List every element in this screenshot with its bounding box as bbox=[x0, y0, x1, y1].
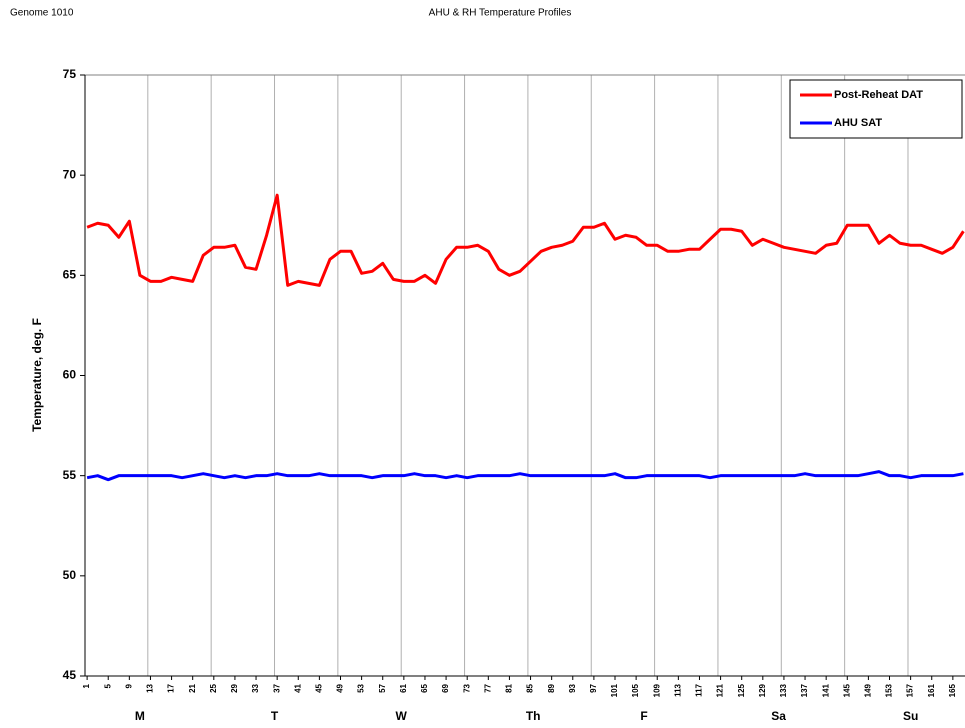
day-label: M bbox=[135, 709, 145, 723]
x-tick-label: 61 bbox=[399, 683, 408, 692]
x-tick-label: 45 bbox=[314, 683, 323, 692]
x-tick-label: 165 bbox=[948, 683, 957, 697]
x-tick-label: 73 bbox=[462, 683, 471, 692]
x-tick-label: 161 bbox=[927, 683, 936, 697]
x-tick-label: 5 bbox=[103, 683, 112, 688]
x-tick-label: 149 bbox=[864, 683, 873, 697]
y-tick-label: 60 bbox=[63, 368, 77, 382]
x-tick-label: 121 bbox=[716, 683, 725, 697]
day-label: Su bbox=[903, 709, 918, 723]
legend-label: Post-Reheat DAT bbox=[834, 89, 923, 101]
x-tick-label: 13 bbox=[146, 683, 155, 692]
y-tick-label: 55 bbox=[63, 468, 77, 482]
y-tick-label: 70 bbox=[63, 167, 77, 181]
x-tick-label: 125 bbox=[737, 683, 746, 697]
day-label: F bbox=[640, 709, 647, 723]
legend-box bbox=[789, 79, 963, 139]
x-tick-label: 33 bbox=[251, 683, 260, 692]
x-tick-label: 9 bbox=[124, 683, 133, 688]
x-tick-label: 69 bbox=[441, 683, 450, 692]
day-label: W bbox=[396, 709, 408, 723]
x-tick-label: 25 bbox=[209, 683, 218, 692]
x-tick-label: 93 bbox=[568, 683, 577, 692]
x-tick-label: 157 bbox=[906, 683, 915, 697]
x-tick-label: 49 bbox=[336, 683, 345, 692]
x-tick-label: 145 bbox=[842, 683, 851, 697]
x-tick-label: 1 bbox=[82, 683, 91, 688]
x-tick-label: 65 bbox=[420, 683, 429, 692]
x-tick-label: 129 bbox=[758, 683, 767, 697]
x-tick-label: 41 bbox=[293, 683, 302, 692]
day-label: T bbox=[271, 709, 279, 723]
x-tick-label: 53 bbox=[357, 683, 366, 692]
header-left: Genome 1010 bbox=[10, 8, 74, 19]
x-tick-label: 89 bbox=[547, 683, 556, 692]
x-tick-label: 77 bbox=[483, 683, 492, 692]
x-tick-label: 109 bbox=[652, 683, 661, 697]
y-tick-label: 50 bbox=[63, 568, 77, 582]
x-tick-label: 113 bbox=[673, 683, 682, 696]
x-tick-label: 105 bbox=[631, 683, 640, 697]
series-line bbox=[86, 470, 964, 482]
x-tick-label: 101 bbox=[610, 683, 619, 697]
day-label: Th bbox=[526, 709, 541, 723]
y-tick-label: 75 bbox=[63, 67, 77, 81]
x-tick-label: 57 bbox=[378, 683, 387, 692]
x-tick-label: 117 bbox=[695, 683, 704, 696]
x-tick-label: 137 bbox=[800, 683, 809, 697]
x-tick-label: 17 bbox=[167, 683, 176, 692]
y-tick-label: 45 bbox=[63, 668, 77, 682]
y-axis-label: Temperature, deg. F bbox=[30, 318, 44, 432]
y-tick-label: 65 bbox=[63, 268, 77, 282]
x-tick-label: 81 bbox=[505, 683, 514, 692]
x-tick-label: 29 bbox=[230, 683, 239, 692]
legend-label: AHU SAT bbox=[834, 117, 882, 129]
x-tick-label: 97 bbox=[589, 683, 598, 692]
x-tick-label: 21 bbox=[188, 683, 197, 692]
x-tick-label: 85 bbox=[526, 683, 535, 692]
x-tick-label: 141 bbox=[821, 683, 830, 697]
day-label: Sa bbox=[771, 709, 786, 723]
x-tick-label: 37 bbox=[272, 683, 281, 692]
x-tick-label: 153 bbox=[885, 683, 894, 697]
x-tick-label: 133 bbox=[779, 683, 788, 697]
series-line bbox=[86, 193, 965, 287]
chart-title: AHU & RH Temperature Profiles bbox=[429, 8, 572, 19]
